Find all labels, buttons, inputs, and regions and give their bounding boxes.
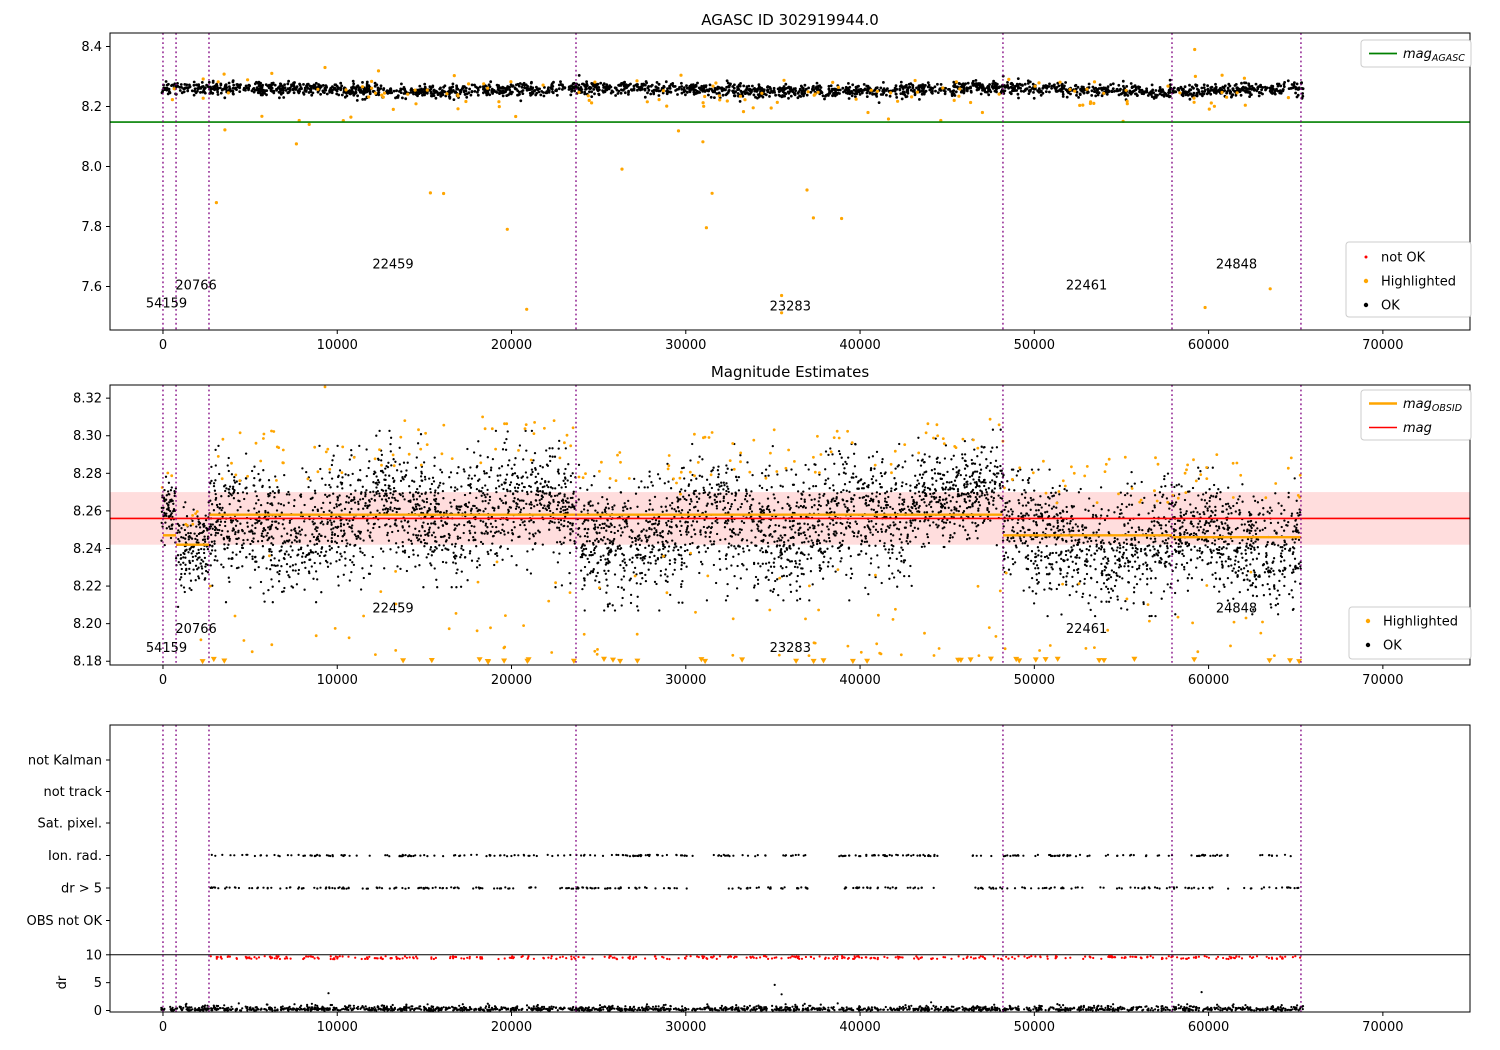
magest-chart-title: Magnitude Estimates: [710, 363, 870, 381]
obsid-labels: 54159 20766 22459 23283 22461 24848: [146, 258, 1257, 315]
legend-label: Highlighted: [1381, 275, 1456, 290]
mag-obsid-line-segments: [163, 513, 1301, 546]
flags-y-ticks: [106, 759, 110, 1011]
agasc-marker-legend: [1345, 241, 1472, 318]
dr-points: [160, 983, 1305, 1012]
ion-rad-points: [210, 853, 1292, 858]
obsid-divider-lines: [162, 385, 1302, 665]
legend-label: OK: [1383, 639, 1402, 654]
magest-marker-legend: [1348, 606, 1472, 660]
svg-text:60000: 60000: [1188, 338, 1229, 353]
legend-marker: [1365, 618, 1371, 624]
magest-axes-frame: [106, 384, 1471, 669]
legend-label: magOBSID: [1403, 397, 1462, 414]
svg-text:50000: 50000: [1014, 338, 1055, 353]
svg-text:7.8: 7.8: [81, 220, 102, 235]
svg-text:40000: 40000: [839, 338, 880, 353]
legend-marker: [1365, 642, 1371, 648]
agasc-tick-labels: 0 10000 20000 30000 40000 50000 60000 70000 7.6 7…: [81, 40, 1403, 353]
legend-label: magAGASC: [1403, 47, 1465, 64]
dr-axis-label: dr: [55, 975, 70, 989]
magest-clipped-low-markers: [199, 656, 1303, 665]
svg-text:10000: 10000: [317, 338, 358, 353]
dr-clipped-10-points: [209, 955, 1302, 961]
flags-tick-labels: 0 10000 20000 30000 40000 50000 60000 70000: [159, 1020, 1404, 1035]
svg-text:8.0: 8.0: [81, 160, 102, 175]
svg-text:54159: 54159: [146, 297, 187, 312]
legend-label: mag: [1403, 421, 1432, 436]
legend-label: not OK: [1381, 251, 1426, 266]
agasc-chart-title: AGASC ID 302919944.0: [701, 11, 879, 29]
svg-text:20766: 20766: [175, 279, 216, 294]
svg-text:23283: 23283: [770, 300, 811, 315]
svg-text:70000: 70000: [1362, 338, 1403, 353]
svg-text:7.6: 7.6: [81, 280, 102, 295]
obsid-divider-lines: [162, 33, 1302, 330]
legend-marker: [1363, 302, 1369, 308]
svg-text:0: 0: [159, 338, 167, 353]
agasc-line-legend: [1360, 39, 1472, 68]
legend-marker: [1364, 255, 1368, 259]
svg-text:30000: 30000: [665, 338, 706, 353]
legend-label: Highlighted: [1383, 615, 1458, 630]
magest-highlighted-points: [160, 385, 1302, 657]
legend-marker: [1363, 278, 1369, 284]
magest-ok-points: [160, 428, 1302, 618]
svg-text:24848: 24848: [1216, 258, 1257, 273]
svg-text:22459: 22459: [372, 258, 413, 273]
obsid-divider-lines: [162, 725, 1302, 1012]
svg-text:22461: 22461: [1066, 279, 1107, 294]
svg-text:20000: 20000: [491, 338, 532, 353]
agasc-axes-frame: [106, 32, 1471, 334]
svg-text:8.2: 8.2: [81, 100, 102, 115]
flags-axes-frame: [109, 724, 1471, 1016]
dr-gt5-points: [209, 886, 1300, 890]
svg-text:8.4: 8.4: [81, 40, 102, 55]
legend-label: OK: [1381, 299, 1400, 314]
agasc-highlighted-points: [170, 47, 1290, 315]
magest-tick-labels: 0 10000 20000 30000 40000 50000 60000 700008.18…: [73, 392, 1403, 688]
agasc-ok-points: [160, 74, 1305, 104]
